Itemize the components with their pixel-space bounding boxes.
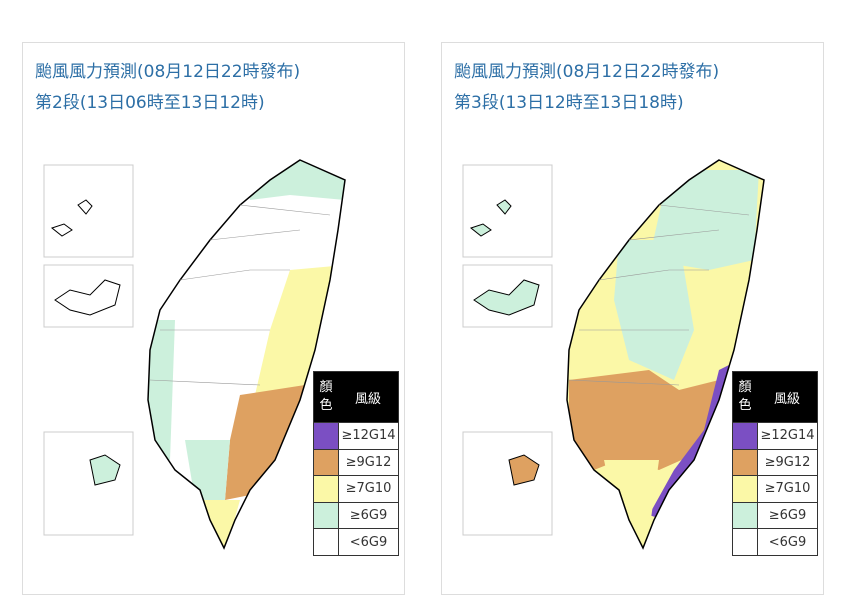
panel: 颱風風力預測(08月12日22時發布) 第2段(13日06時至13日12時) 顏色 風… (22, 42, 405, 595)
map (462, 159, 765, 549)
legend-swatch (314, 476, 339, 502)
legend-label: ≥7G10 (764, 481, 811, 497)
panel-title: 第3段(13日12時至13日18時) (454, 93, 684, 113)
legend-header-level: 風級 (773, 391, 800, 407)
legend-label: ≥7G10 (345, 481, 392, 497)
legend-header: 顏色 風級 (733, 372, 817, 422)
legend-swatch (733, 476, 758, 502)
legend-row: ≥7G10 (733, 475, 817, 502)
legend-swatch (314, 502, 339, 529)
legend-label: <6G9 (349, 534, 388, 550)
legend-swatch (314, 449, 339, 476)
legend-header-level: 風級 (354, 391, 381, 407)
legend-swatch (314, 529, 339, 555)
legend-header: 顏色 風級 (314, 372, 398, 422)
legend-row: ≥12G14 (733, 422, 817, 449)
legend-row: ≥6G9 (314, 501, 398, 529)
legend-swatch (733, 423, 758, 449)
legend: 顏色 風級 ≥12G14 ≥9G12 ≥7G10 ≥6G9 <6G9 (732, 371, 818, 556)
legend-swatch (733, 449, 758, 476)
legend-row: <6G9 (733, 528, 817, 555)
legend: 顏色 風級 ≥12G14 ≥9G12 ≥7G10 ≥6G9 <6G9 (313, 371, 399, 556)
legend-label: ≥9G12 (764, 454, 811, 470)
legend-row: <6G9 (314, 528, 398, 555)
legend-header-color: 顏色 (319, 380, 333, 413)
legend-label: <6G9 (768, 534, 807, 550)
legend-label: ≥6G9 (349, 508, 388, 524)
legend-label: ≥9G12 (345, 454, 392, 470)
legend-swatch (314, 423, 339, 449)
legend-row: ≥6G9 (733, 501, 817, 529)
legend-row: ≥9G12 (733, 448, 817, 476)
legend-label: ≥12G14 (341, 428, 396, 444)
legend-swatch (733, 529, 758, 555)
panel-title: 第2段(13日06時至13日12時) (35, 93, 265, 113)
legend-row: ≥12G14 (314, 422, 398, 449)
panel-title: 颱風風力預測(08月12日22時發布) (454, 62, 720, 82)
legend-swatch (733, 502, 758, 529)
legend-label: ≥12G14 (760, 428, 815, 444)
legend-row: ≥9G12 (314, 448, 398, 476)
legend-header-color: 顏色 (738, 380, 752, 413)
legend-row: ≥7G10 (314, 475, 398, 502)
panel-title: 颱風風力預測(08月12日22時發布) (35, 62, 301, 82)
panel: 颱風風力預測(08月12日22時發布) 第3段(13日12時至13日18時) 顏色 風… (441, 42, 824, 595)
map (43, 159, 346, 549)
legend-label: ≥6G9 (768, 508, 807, 524)
